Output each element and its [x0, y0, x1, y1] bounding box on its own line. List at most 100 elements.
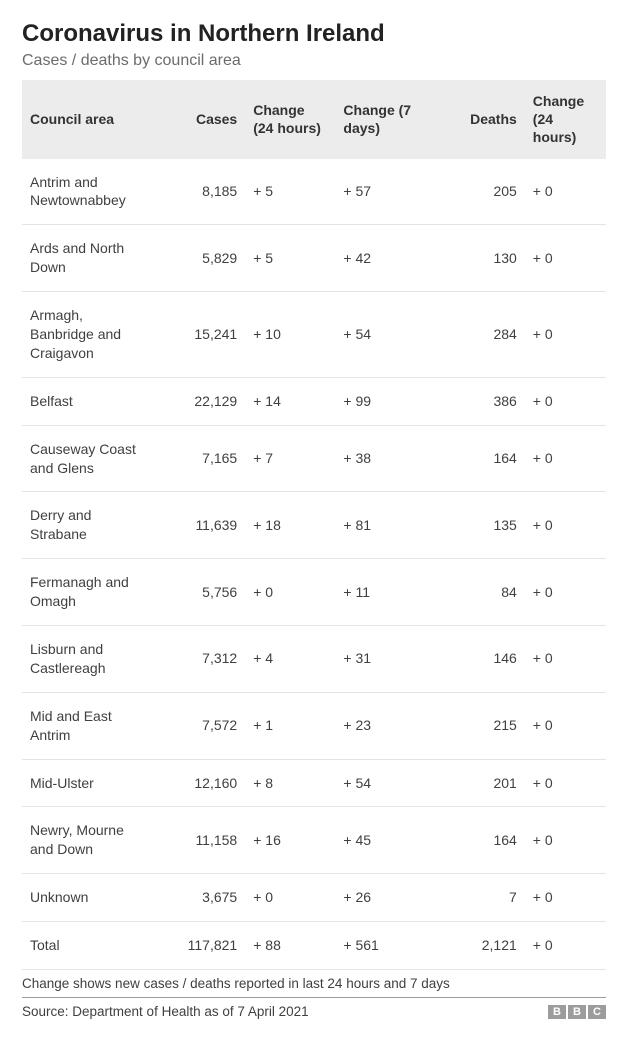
cell-deaths: 164 — [437, 425, 525, 492]
cell-deaths_change_24h: + 0 — [525, 377, 606, 425]
source-text: Source: Department of Health as of 7 Apr… — [22, 1004, 309, 1019]
table-header-row: Council areaCasesChange (24 hours)Change… — [22, 80, 606, 159]
cell-cases_change_7d: + 45 — [335, 807, 436, 874]
cell-cases: 117,821 — [155, 922, 245, 970]
bbc-logo-icon: BBC — [548, 1005, 606, 1019]
cell-deaths_change_24h: + 0 — [525, 874, 606, 922]
bbc-block: B — [568, 1005, 586, 1019]
cell-cases: 8,185 — [155, 159, 245, 225]
table-row: Total117,821+ 88+ 5612,121+ 0 — [22, 922, 606, 970]
cell-area: Mid and East Antrim — [22, 692, 155, 759]
cell-area: Lisburn and Castlereagh — [22, 626, 155, 693]
cell-deaths_change_24h: + 0 — [525, 225, 606, 292]
cell-area: Mid-Ulster — [22, 759, 155, 807]
cell-cases_change_7d: + 57 — [335, 159, 436, 225]
cell-deaths: 146 — [437, 626, 525, 693]
cell-deaths: 386 — [437, 377, 525, 425]
cell-deaths_change_24h: + 0 — [525, 807, 606, 874]
table-row: Causeway Coast and Glens7,165+ 7+ 38164+… — [22, 425, 606, 492]
cell-cases_change_24h: + 1 — [245, 692, 335, 759]
page-title: Coronavirus in Northern Ireland — [22, 20, 606, 48]
col-header-deaths_change_24h: Change (24 hours) — [525, 80, 606, 159]
data-table: Council areaCasesChange (24 hours)Change… — [22, 80, 606, 970]
cell-cases: 5,829 — [155, 225, 245, 292]
table-body: Antrim and Newtownabbey8,185+ 5+ 57205+ … — [22, 159, 606, 970]
cell-cases: 11,639 — [155, 492, 245, 559]
cell-cases: 3,675 — [155, 874, 245, 922]
cell-deaths_change_24h: + 0 — [525, 759, 606, 807]
cell-deaths: 130 — [437, 225, 525, 292]
cell-cases: 7,572 — [155, 692, 245, 759]
col-header-deaths: Deaths — [437, 80, 525, 159]
cell-cases_change_24h: + 5 — [245, 159, 335, 225]
cell-cases_change_7d: + 54 — [335, 292, 436, 378]
table-row: Belfast22,129+ 14+ 99386+ 0 — [22, 377, 606, 425]
cell-cases: 11,158 — [155, 807, 245, 874]
cell-deaths_change_24h: + 0 — [525, 922, 606, 970]
cell-deaths_change_24h: + 0 — [525, 159, 606, 225]
cell-area: Ards and North Down — [22, 225, 155, 292]
cell-deaths: 84 — [437, 559, 525, 626]
cell-cases_change_24h: + 88 — [245, 922, 335, 970]
cell-cases_change_7d: + 42 — [335, 225, 436, 292]
cell-area: Causeway Coast and Glens — [22, 425, 155, 492]
col-header-cases_change_24h: Change (24 hours) — [245, 80, 335, 159]
cell-cases_change_24h: + 4 — [245, 626, 335, 693]
cell-cases_change_7d: + 11 — [335, 559, 436, 626]
cell-cases: 7,165 — [155, 425, 245, 492]
cell-cases_change_7d: + 99 — [335, 377, 436, 425]
cell-cases_change_24h: + 7 — [245, 425, 335, 492]
cell-cases: 22,129 — [155, 377, 245, 425]
cell-deaths_change_24h: + 0 — [525, 292, 606, 378]
cell-cases_change_24h: + 5 — [245, 225, 335, 292]
table-row: Fermanagh and Omagh5,756+ 0+ 1184+ 0 — [22, 559, 606, 626]
table-row: Ards and North Down5,829+ 5+ 42130+ 0 — [22, 225, 606, 292]
cell-cases_change_24h: + 18 — [245, 492, 335, 559]
page-subtitle: Cases / deaths by council area — [22, 52, 606, 70]
cell-cases_change_7d: + 54 — [335, 759, 436, 807]
cell-deaths_change_24h: + 0 — [525, 692, 606, 759]
cell-cases_change_7d: + 31 — [335, 626, 436, 693]
cell-deaths_change_24h: + 0 — [525, 559, 606, 626]
cell-cases: 12,160 — [155, 759, 245, 807]
source-row: Source: Department of Health as of 7 Apr… — [22, 998, 606, 1019]
cell-deaths: 201 — [437, 759, 525, 807]
cell-deaths: 135 — [437, 492, 525, 559]
table-row: Unknown3,675+ 0+ 267+ 0 — [22, 874, 606, 922]
cell-area: Fermanagh and Omagh — [22, 559, 155, 626]
bbc-block: B — [548, 1005, 566, 1019]
cell-deaths_change_24h: + 0 — [525, 492, 606, 559]
cell-area: Unknown — [22, 874, 155, 922]
cell-cases_change_7d: + 38 — [335, 425, 436, 492]
cell-deaths: 205 — [437, 159, 525, 225]
cell-deaths_change_24h: + 0 — [525, 425, 606, 492]
cell-cases_change_7d: + 26 — [335, 874, 436, 922]
col-header-area: Council area — [22, 80, 155, 159]
cell-cases_change_7d: + 561 — [335, 922, 436, 970]
cell-cases_change_24h: + 16 — [245, 807, 335, 874]
table-row: Derry and Strabane11,639+ 18+ 81135+ 0 — [22, 492, 606, 559]
cell-cases_change_24h: + 0 — [245, 874, 335, 922]
cell-cases_change_24h: + 14 — [245, 377, 335, 425]
cell-cases_change_7d: + 81 — [335, 492, 436, 559]
table-row: Mid and East Antrim7,572+ 1+ 23215+ 0 — [22, 692, 606, 759]
footnote: Change shows new cases / deaths reported… — [22, 970, 606, 998]
cell-cases_change_24h: + 8 — [245, 759, 335, 807]
cell-deaths: 7 — [437, 874, 525, 922]
table-row: Mid-Ulster12,160+ 8+ 54201+ 0 — [22, 759, 606, 807]
cell-deaths_change_24h: + 0 — [525, 626, 606, 693]
cell-deaths: 164 — [437, 807, 525, 874]
cell-cases: 15,241 — [155, 292, 245, 378]
col-header-cases_change_7d: Change (7 days) — [335, 80, 436, 159]
table-row: Armagh, Banbridge and Craigavon15,241+ 1… — [22, 292, 606, 378]
table-head: Council areaCasesChange (24 hours)Change… — [22, 80, 606, 159]
cell-deaths: 2,121 — [437, 922, 525, 970]
cell-area: Total — [22, 922, 155, 970]
cell-area: Derry and Strabane — [22, 492, 155, 559]
cell-area: Newry, Mourne and Down — [22, 807, 155, 874]
cell-cases: 7,312 — [155, 626, 245, 693]
cell-area: Armagh, Banbridge and Craigavon — [22, 292, 155, 378]
cell-area: Antrim and Newtownabbey — [22, 159, 155, 225]
cell-cases: 5,756 — [155, 559, 245, 626]
col-header-cases: Cases — [155, 80, 245, 159]
